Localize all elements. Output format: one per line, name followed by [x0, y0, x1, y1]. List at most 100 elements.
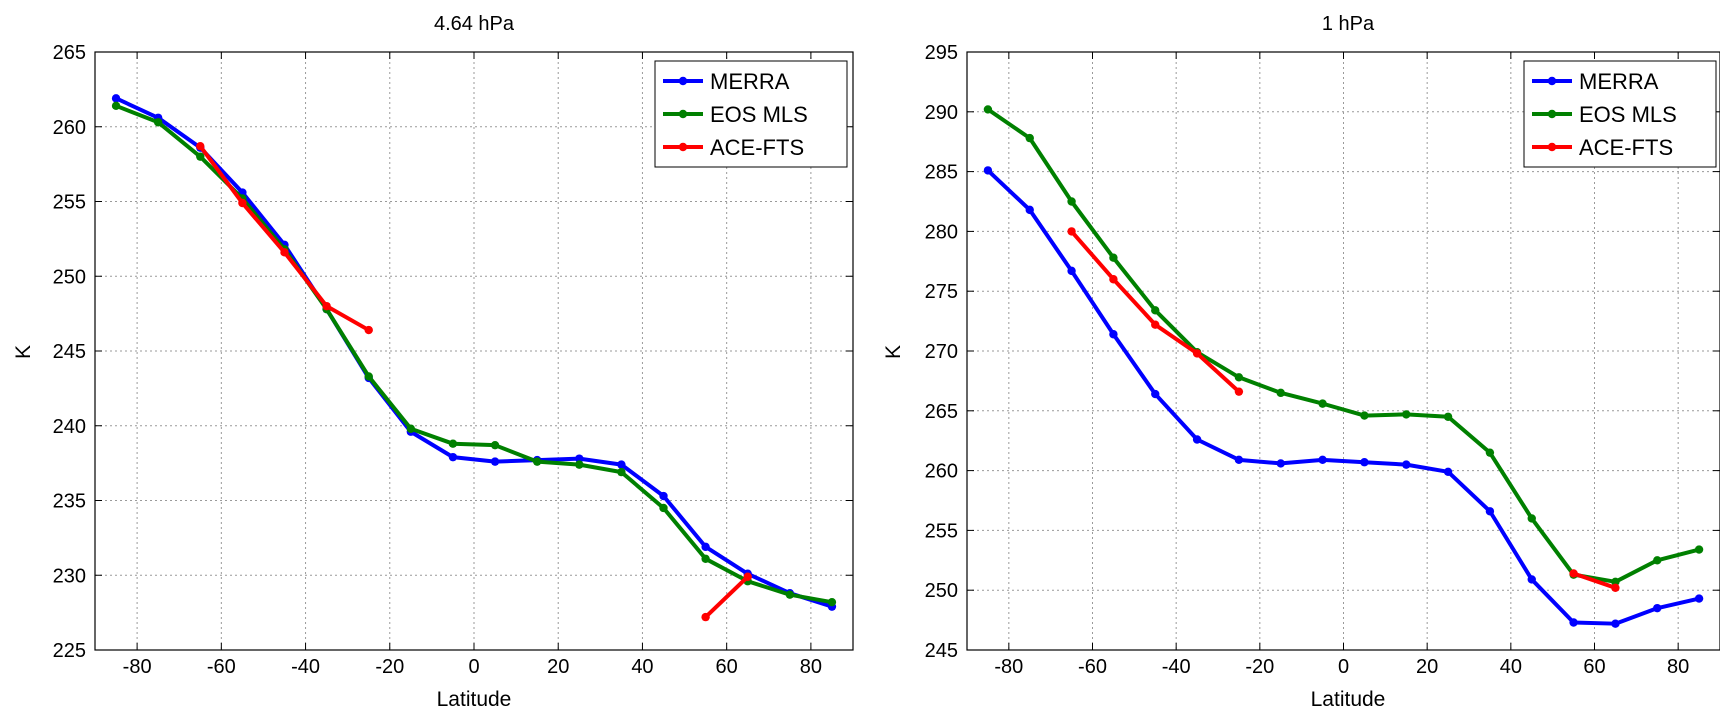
series-line — [1572, 571, 1617, 590]
chart-title: 4.64 hPa — [434, 13, 515, 35]
data-point — [322, 301, 331, 311]
data-point — [1067, 227, 1076, 236]
x-tick-label: -60 — [207, 656, 236, 678]
y-tick-label: 270 — [925, 341, 958, 363]
legend-label: MERRA — [710, 69, 790, 94]
data-point — [1151, 320, 1160, 329]
data-point — [1234, 387, 1244, 396]
y-tick-label: 260 — [53, 117, 86, 139]
data-point — [1151, 306, 1160, 315]
x-tick-label: 20 — [547, 656, 569, 678]
series-line — [115, 96, 833, 609]
data-point — [364, 372, 373, 381]
data-point — [490, 440, 500, 450]
series-merra — [983, 166, 1704, 628]
legend-marker — [678, 142, 688, 152]
y-tick-label: 245 — [53, 341, 86, 363]
data-point — [1360, 458, 1369, 467]
data-point — [659, 491, 668, 501]
series-line — [986, 168, 1700, 626]
data-point — [1276, 388, 1285, 398]
y-tick-label: 230 — [53, 565, 86, 587]
data-point — [406, 424, 416, 433]
y-tick-label: 265 — [53, 42, 86, 64]
series-line — [986, 107, 1700, 584]
legend-marker — [1547, 142, 1557, 152]
series-line — [704, 575, 750, 619]
legend-label: EOS MLS — [1579, 102, 1677, 127]
data-point — [196, 152, 205, 161]
data-point — [1109, 275, 1118, 284]
x-tick-label: -20 — [1245, 656, 1274, 678]
data-point — [1694, 545, 1704, 554]
legend: MERRA EOS MLS ACE-FTS — [654, 60, 848, 168]
data-point — [1109, 330, 1118, 339]
y-tick-label: 280 — [925, 221, 958, 243]
data-point — [1694, 594, 1704, 603]
data-point — [1025, 205, 1034, 215]
legend-marker — [678, 109, 688, 119]
x-tick-label: -40 — [291, 656, 320, 678]
legend: MERRA EOS MLS ACE-FTS — [1523, 60, 1717, 168]
data-point — [1192, 435, 1202, 444]
x-tick-label: 80 — [1667, 656, 1689, 678]
data-point — [575, 454, 584, 463]
data-point — [1485, 448, 1495, 457]
series-ace-fts — [1067, 227, 1620, 593]
data-point — [1569, 569, 1578, 578]
y-tick-label: 275 — [925, 281, 958, 303]
data-point — [196, 141, 205, 151]
data-point — [1318, 399, 1327, 408]
data-point — [1192, 349, 1202, 358]
y-tick-label: 255 — [925, 520, 958, 542]
x-tick-label: 20 — [1416, 656, 1438, 678]
data-point — [448, 439, 458, 448]
data-point — [1527, 514, 1536, 523]
x-tick-label: 40 — [631, 656, 653, 678]
data-point — [364, 325, 373, 335]
chart-title: 1 hPa — [1322, 13, 1375, 35]
data-point — [238, 198, 247, 208]
x-tick-label: 60 — [716, 656, 738, 678]
data-point — [1402, 410, 1411, 419]
data-point — [1151, 389, 1160, 399]
x-tick-label: 60 — [1583, 656, 1605, 678]
data-point — [1527, 575, 1536, 584]
data-point — [659, 503, 668, 513]
data-point — [1443, 467, 1453, 476]
data-point — [1611, 583, 1620, 593]
x-tick-label: -20 — [375, 656, 404, 678]
x-tick-label: -60 — [1078, 656, 1107, 678]
data-point — [1360, 411, 1369, 420]
data-point — [1611, 619, 1620, 628]
y-tick-label: 240 — [53, 416, 86, 438]
data-point — [983, 166, 993, 175]
y-tick-label: 250 — [925, 580, 958, 602]
x-tick-label: 40 — [1500, 656, 1522, 678]
data-point — [827, 597, 837, 607]
y-axis-label: K — [882, 345, 905, 359]
x-axis-label: Latitude — [1311, 688, 1386, 711]
data-point — [1611, 577, 1620, 587]
series-ace-fts — [196, 141, 752, 622]
legend-marker — [1547, 76, 1557, 86]
data-point — [1443, 412, 1453, 421]
chart-panel-4.64hpa: 4.64 hPa Latitude K -80 -60 -40 -20 0 20 40 60 8… — [12, 13, 854, 711]
data-point — [1234, 455, 1244, 465]
data-point — [280, 248, 289, 257]
y-tick-label: 255 — [53, 192, 86, 214]
data-point — [785, 590, 795, 599]
y-tick-label: 225 — [53, 640, 86, 662]
data-point — [1569, 618, 1578, 627]
chart-panel-1hpa: 1 hPa Latitude K -80 -60 -40 -20 0 20 40 60 80 24… — [882, 13, 1720, 711]
y-tick-label: 290 — [925, 102, 958, 124]
data-point — [111, 101, 121, 111]
data-point — [983, 105, 993, 114]
data-point — [575, 460, 584, 469]
data-point — [1318, 455, 1327, 465]
data-point — [617, 460, 626, 469]
data-point — [448, 452, 458, 462]
y-tick-label: 250 — [53, 266, 86, 288]
data-point — [1485, 507, 1495, 516]
